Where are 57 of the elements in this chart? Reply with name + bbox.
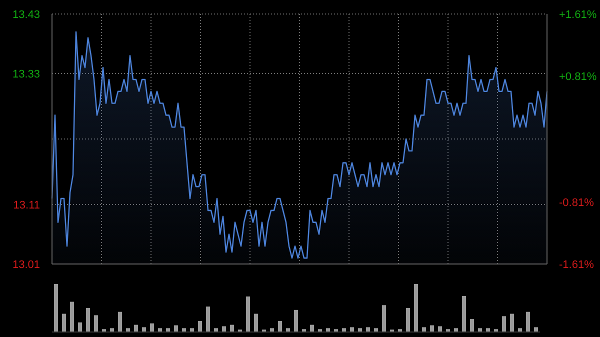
- bar: [198, 320, 202, 332]
- bar: [414, 284, 418, 332]
- bar: [246, 296, 250, 332]
- bar: [438, 326, 442, 332]
- y2-tick-label: -1.61%: [559, 259, 594, 271]
- bar: [166, 328, 170, 332]
- bar: [62, 314, 66, 332]
- bar: [486, 328, 490, 332]
- bar: [222, 326, 226, 332]
- bar: [326, 328, 330, 332]
- bar: [278, 320, 282, 332]
- bar: [182, 328, 186, 332]
- bar: [454, 328, 458, 332]
- bar: [534, 327, 538, 332]
- bar: [342, 328, 346, 332]
- bar: [190, 328, 194, 332]
- bar: [374, 328, 378, 332]
- bar: [286, 328, 290, 332]
- bar: [54, 284, 58, 332]
- bar: [86, 308, 90, 332]
- bar: [270, 328, 274, 332]
- bar: [422, 327, 426, 332]
- bar: [518, 328, 522, 332]
- bar: [214, 328, 218, 332]
- bar: [510, 314, 514, 332]
- y-tick-label: 13.33: [12, 68, 40, 81]
- bar: [406, 308, 410, 332]
- bar: [254, 314, 258, 332]
- bar: [478, 328, 482, 332]
- bar: [350, 327, 354, 332]
- bar: [462, 296, 466, 332]
- bar: [134, 324, 138, 332]
- bar: [526, 312, 530, 332]
- bar: [70, 302, 74, 332]
- bar: [206, 306, 210, 332]
- bar: [110, 328, 114, 332]
- y2-tick-label: -0.81%: [559, 196, 594, 209]
- bar: [502, 316, 506, 332]
- bar: [310, 324, 314, 332]
- bar: [366, 327, 370, 332]
- bar: [118, 312, 122, 332]
- y-tick-label: 13.11: [13, 199, 40, 212]
- y-tick-label: 13.43: [12, 9, 40, 21]
- bar: [382, 305, 386, 332]
- y2-tick-label: +0.81%: [559, 71, 597, 84]
- bar: [358, 328, 362, 332]
- bar: [150, 323, 154, 332]
- bar: [126, 328, 130, 332]
- bar: [94, 315, 98, 332]
- bar: [142, 327, 146, 332]
- y-tick-label: 13.01: [12, 259, 40, 271]
- bar: [230, 324, 234, 332]
- y2-tick-label: +1.61%: [559, 9, 597, 21]
- bar: [78, 322, 82, 332]
- bar: [294, 310, 298, 332]
- bar: [158, 328, 162, 332]
- bar: [470, 319, 474, 332]
